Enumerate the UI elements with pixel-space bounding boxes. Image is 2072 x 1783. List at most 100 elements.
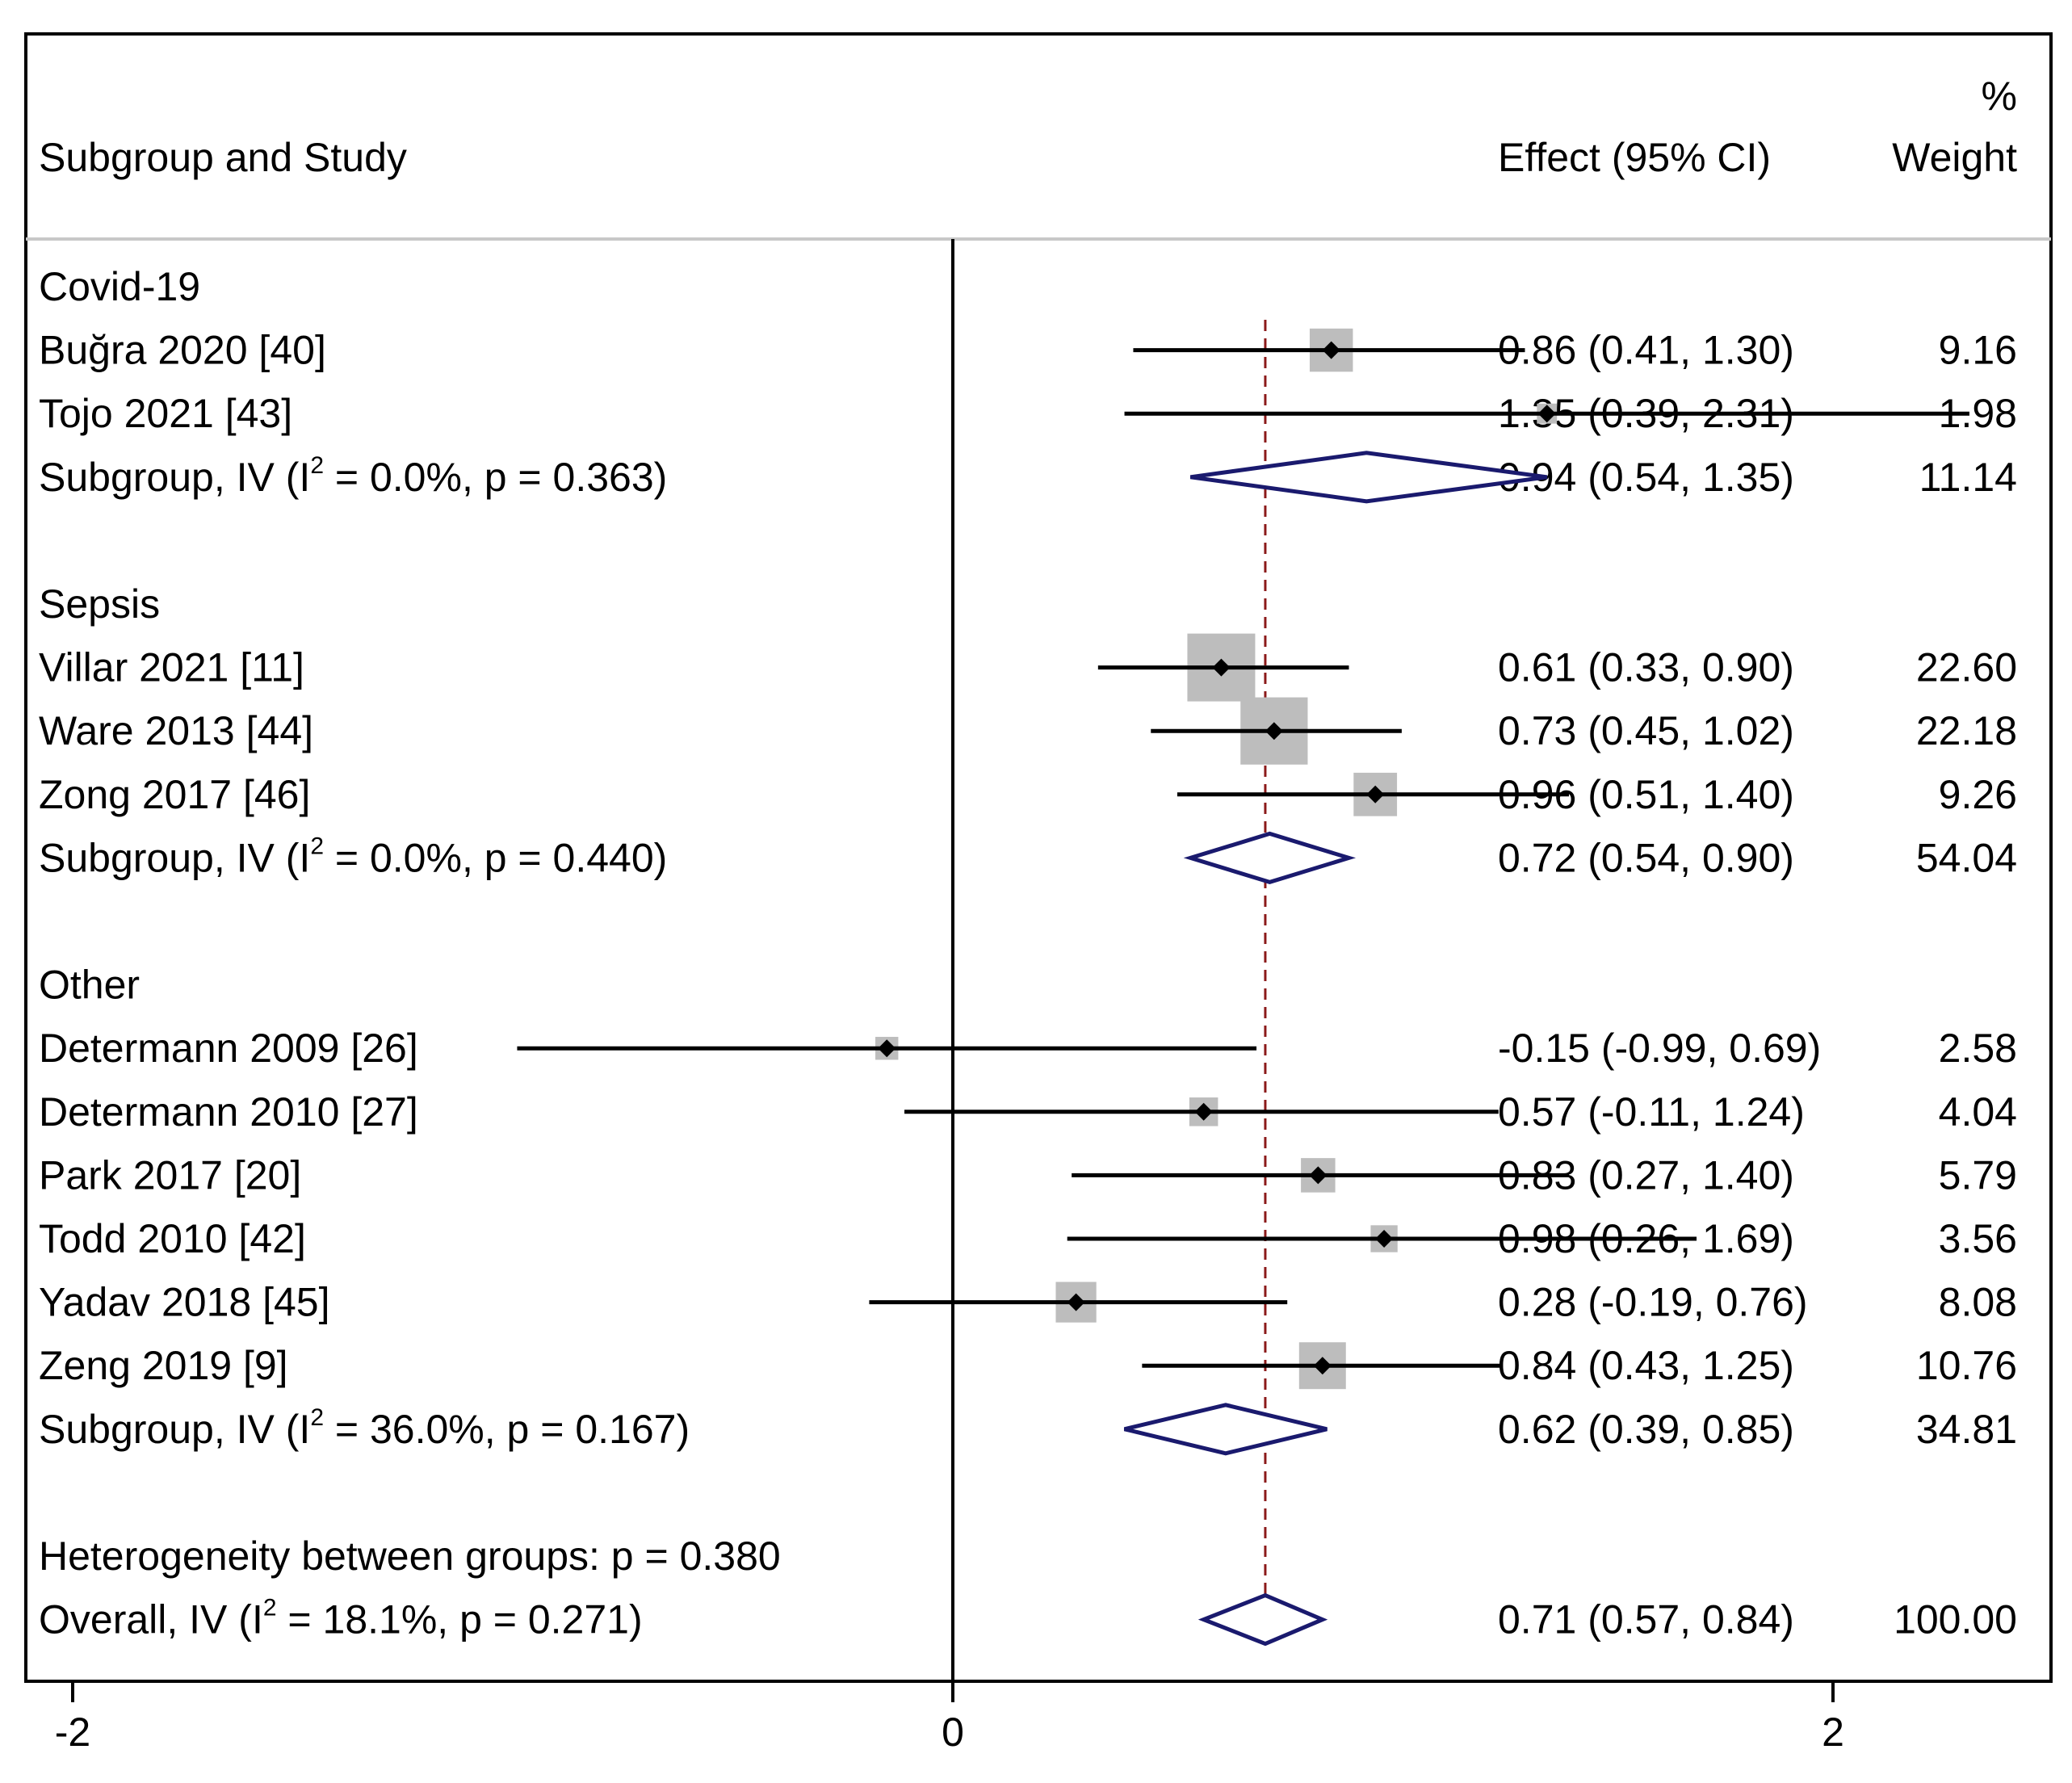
study-effect: 0.73 (0.45, 1.02): [1498, 708, 1794, 753]
summary-effect: 0.72 (0.54, 0.90): [1498, 835, 1794, 880]
x-axis: -2 0 2: [55, 1681, 1844, 1755]
rows-layer: Covid-19 Buğra 2020 [40] 0.86 (0.41, 1.30)…: [39, 264, 2017, 1647]
summary-weight: 54.04: [1916, 835, 2017, 880]
study-row: Buğra 2020 [40] 0.86 (0.41, 1.30) 9.16: [39, 328, 2017, 373]
study-label: Zeng 2019 [9]: [39, 1343, 288, 1388]
study-row: Determann 2009 [26] -0.15 (-0.99, 0.69) 2.…: [39, 1026, 2017, 1071]
summary-label-text-end: = 0.0%, p = 0.363): [324, 455, 667, 500]
summary-weight: 34.81: [1916, 1407, 2017, 1452]
subgroup-2: Other Determann 2009 [26] -0.15 (-0.99, 0.…: [39, 963, 2017, 1456]
subgroup-title: Covid-19: [39, 264, 200, 309]
overall-label: Overall, IV (I2 = 18.1%, p = 0.271): [39, 1595, 643, 1642]
point-estimate: [1309, 1166, 1328, 1185]
study-label: Ware 2013 [44]: [39, 708, 313, 753]
point-estimate: [1194, 1102, 1213, 1121]
subgroup-title: Other: [39, 963, 140, 1008]
summary-label: Subgroup, IV (I2 = 0.0%, p = 0.363): [39, 452, 667, 500]
study-label: Buğra 2020 [40]: [39, 328, 326, 373]
point-estimate: [1265, 722, 1283, 740]
study-label: Yadav 2018 [45]: [39, 1280, 329, 1325]
point-estimate: [1366, 785, 1385, 803]
plot-frame: [24, 32, 2053, 1683]
study-label: Determann 2010 [27]: [39, 1089, 418, 1135]
study-weight: 8.08: [1939, 1280, 2017, 1325]
study-label: Todd 2010 [42]: [39, 1216, 306, 1261]
summary-diamond: [1183, 831, 1357, 885]
point-estimate: [1375, 1230, 1394, 1248]
study-row: Tojo 2021 [43] 1.35 (0.39, 2.31) 1.98: [39, 391, 2017, 436]
summary-label-sup: 2: [310, 833, 324, 859]
summary-label-sup: 2: [310, 1404, 324, 1431]
study-weight: 22.60: [1916, 645, 2017, 690]
study-row: Determann 2010 [27] 0.57 (-0.11, 1.24) 4.0…: [39, 1089, 2017, 1135]
study-row: Villar 2021 [11] 0.61 (0.33, 0.90) 22.60: [39, 633, 2017, 702]
point-estimate: [1537, 405, 1556, 423]
study-weight: 2.58: [1939, 1026, 2017, 1071]
study-weight: 4.04: [1939, 1089, 2017, 1135]
study-row: Park 2017 [20] 0.83 (0.27, 1.40) 5.79: [39, 1152, 2017, 1198]
summary-label-text-end: = 36.0%, p = 0.167): [324, 1407, 690, 1452]
study-label: Park 2017 [20]: [39, 1152, 301, 1198]
summary-label-sup: 2: [310, 452, 324, 479]
overall-label-text-end: = 18.1%, p = 0.271): [277, 1597, 643, 1642]
overall-diamond: [1197, 1592, 1328, 1647]
study-row: Ware 2013 [44] 0.73 (0.45, 1.02) 22.18: [39, 697, 2017, 765]
overall-label-text: Overall, IV (I: [39, 1597, 263, 1642]
x-tick-label: 0: [942, 1710, 964, 1755]
study-effect: 0.86 (0.41, 1.30): [1498, 328, 1794, 373]
study-label: Villar 2021 [11]: [39, 645, 304, 690]
point-estimate: [1067, 1293, 1085, 1311]
overall-label-sup: 2: [263, 1595, 277, 1621]
header-study: Subgroup and Study: [39, 135, 407, 180]
summary-effect: 0.62 (0.39, 0.85): [1498, 1407, 1794, 1452]
subgroup-1: Sepsis Villar 2021 [11] 0.61 (0.33, 0.90) 2…: [39, 581, 2017, 885]
study-label: Zong 2017 [46]: [39, 772, 310, 817]
study-row: Zong 2017 [46] 0.96 (0.51, 1.40) 9.26: [39, 772, 2017, 817]
study-weight: 3.56: [1939, 1216, 2017, 1261]
overall-effect: 0.71 (0.57, 0.84): [1498, 1597, 1794, 1642]
point-estimate: [1322, 341, 1340, 359]
subgroup-title: Sepsis: [39, 581, 160, 627]
overall-weight: 100.00: [1894, 1597, 2017, 1642]
study-effect: 0.57 (-0.11, 1.24): [1498, 1089, 1805, 1135]
study-weight: 10.76: [1916, 1343, 2017, 1388]
summary-label-text: Subgroup, IV (I: [39, 835, 310, 880]
summary-label-text: Subgroup, IV (I: [39, 1407, 310, 1452]
study-effect: 0.61 (0.33, 0.90): [1498, 645, 1794, 690]
header-weight-percent: %: [1982, 73, 2017, 119]
summary-label-text: Subgroup, IV (I: [39, 455, 310, 500]
summary-diamond: [1189, 451, 1548, 504]
point-estimate: [1212, 658, 1231, 677]
study-effect: 0.84 (0.43, 1.25): [1498, 1343, 1794, 1388]
study-label: Determann 2009 [26]: [39, 1026, 418, 1071]
subgroup-summary-row: Subgroup, IV (I2 = 36.0%, p = 0.167) 0.62…: [39, 1403, 2017, 1456]
study-effect: 0.28 (-0.19, 0.76): [1498, 1280, 1808, 1325]
x-tick-label: -2: [55, 1710, 90, 1755]
summary-weight: 11.14: [1919, 455, 2017, 500]
study-label: Tojo 2021 [43]: [39, 391, 292, 436]
study-row: Zeng 2019 [9] 0.84 (0.43, 1.25) 10.76: [39, 1342, 2017, 1390]
study-weight: 22.18: [1916, 708, 2017, 753]
study-row: Yadav 2018 [45] 0.28 (-0.19, 0.76) 8.08: [39, 1280, 2017, 1325]
header-effect: Effect (95% CI): [1498, 135, 1771, 180]
study-weight: 5.79: [1939, 1152, 2017, 1198]
subgroup-summary-row: Subgroup, IV (I2 = 0.0%, p = 0.440) 0.72 …: [39, 831, 2017, 885]
summary-diamond: [1123, 1403, 1328, 1456]
summary-label: Subgroup, IV (I2 = 36.0%, p = 0.167): [39, 1404, 690, 1452]
header-weight: Weight: [1892, 135, 2017, 180]
summary-effect: 0.94 (0.54, 1.35): [1498, 455, 1794, 500]
study-effect: -0.15 (-0.99, 0.69): [1498, 1026, 1821, 1071]
point-estimate: [1313, 1357, 1332, 1375]
x-tick-label: 2: [1822, 1710, 1844, 1755]
overall-row: Overall, IV (I2 = 18.1%, p = 0.271) 0.71 …: [39, 1592, 2017, 1647]
study-row: Todd 2010 [42] 0.98 (0.26, 1.69) 3.56: [39, 1216, 2017, 1261]
subgroup-summary-row: Subgroup, IV (I2 = 0.0%, p = 0.363) 0.94 …: [39, 451, 2017, 504]
study-weight: 9.26: [1939, 772, 2017, 817]
subgroup-0: Covid-19 Buğra 2020 [40] 0.86 (0.41, 1.30)…: [39, 264, 2017, 504]
point-estimate: [878, 1039, 896, 1058]
summary-label-text-end: = 0.0%, p = 0.440): [324, 835, 667, 880]
heterogeneity-text: Heterogeneity between groups: p = 0.380: [39, 1533, 781, 1579]
study-weight: 9.16: [1939, 328, 2017, 373]
summary-label: Subgroup, IV (I2 = 0.0%, p = 0.440): [39, 833, 667, 880]
